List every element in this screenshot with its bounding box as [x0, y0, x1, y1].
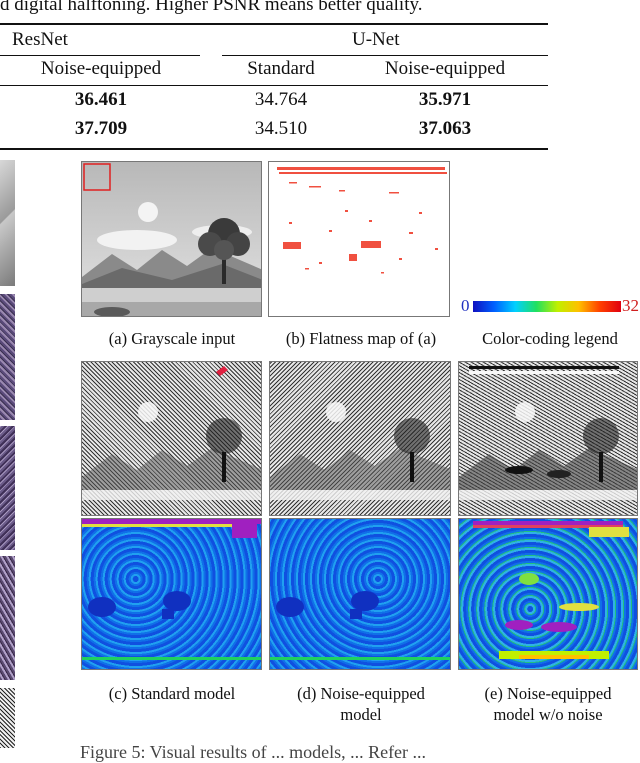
table-bottom-rule: [0, 148, 548, 150]
caption-b: (b) Flatness map of (a): [285, 329, 437, 348]
cropped-grayscale-image: [0, 160, 15, 286]
halftone-no-noise-image: [458, 361, 638, 516]
caption-d-line1: (d) Noise-equipped: [297, 684, 425, 703]
table-cell: 35.971: [418, 89, 472, 110]
table-caption: d digital halftoning. Higher PSNR means …: [0, 0, 423, 15]
caption-legend: Color-coding legend: [482, 329, 618, 348]
col-header-unet-standard: Standard: [247, 58, 315, 79]
error-map-noise-equipped-image: [269, 518, 451, 670]
caption-c: (c) Standard model: [108, 684, 236, 703]
cropped-noise-image: [0, 426, 15, 550]
group-header-resnet: ResNet: [12, 29, 68, 50]
cropped-noise-image: [0, 294, 15, 420]
error-map-standard-image: [81, 518, 262, 670]
table-cell: 37.709: [74, 118, 128, 139]
cropped-halftone-image: [0, 688, 15, 748]
legend-min-label: 0: [461, 296, 470, 315]
col-header-unet-noise: Noise-equipped: [384, 58, 506, 79]
resnet-group-rule: [0, 55, 200, 56]
legend-colorbar: [473, 301, 621, 312]
header-rule: [0, 85, 548, 86]
col-header-resnet-noise: Noise-equipped: [40, 58, 162, 79]
caption-e-line1: (e) Noise-equipped: [484, 684, 612, 703]
halftone-standard-image: [81, 361, 262, 516]
group-header-unet: U-Net: [352, 29, 400, 50]
table-top-rule: [0, 23, 548, 25]
table-cell: 34.764: [254, 89, 308, 110]
legend-max-label: 32: [622, 296, 639, 315]
halftone-noise-equipped-image: [269, 361, 451, 516]
caption-a: (a) Grayscale input: [108, 329, 236, 348]
caption-e-line2: model w/o noise: [493, 705, 603, 724]
caption-d-line2: model: [340, 705, 382, 724]
grayscale-input-image: [81, 161, 262, 317]
unet-group-rule: [222, 55, 548, 56]
table-cell: 37.063: [418, 118, 472, 139]
table-cell: 34.510: [254, 118, 308, 139]
error-map-no-noise-image: [458, 518, 638, 670]
flatness-map-image: [268, 161, 450, 317]
table-cell: 36.461: [74, 89, 128, 110]
cropped-noise-image: [0, 556, 15, 680]
